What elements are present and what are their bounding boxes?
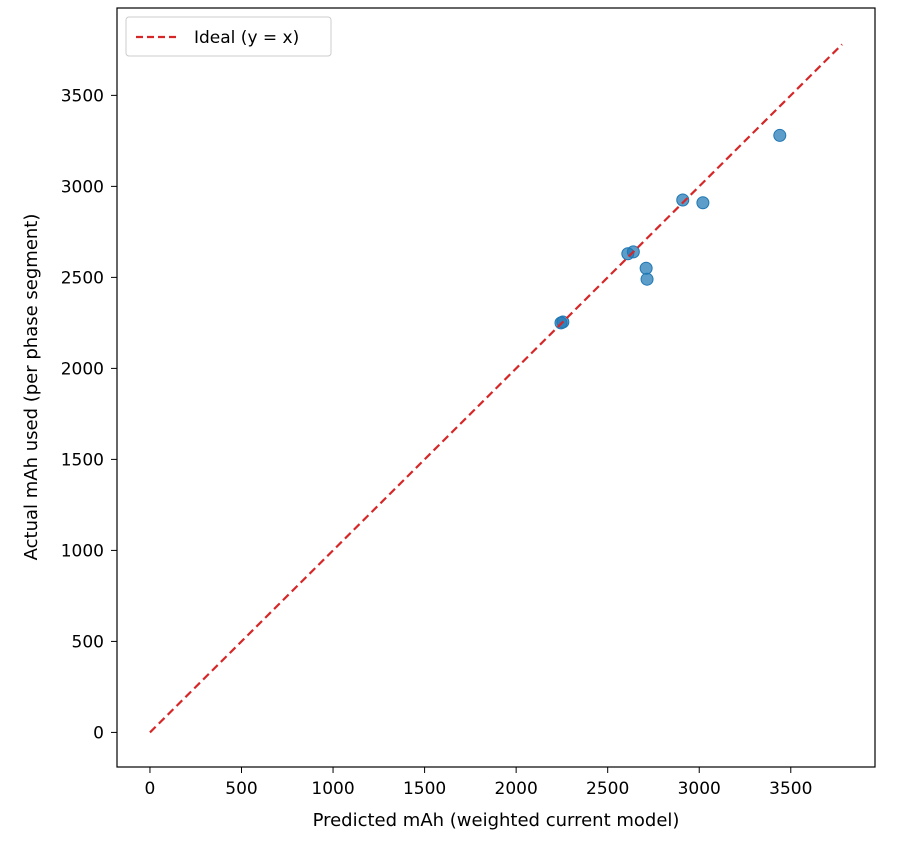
plot-content	[149, 43, 843, 734]
y-axis-label: Actual mAh used (per phase segment)	[21, 214, 42, 561]
scatter-point-6	[676, 193, 690, 207]
x-tick-label-3500: 3500	[769, 779, 812, 799]
legend-box	[125, 16, 332, 57]
x-axis-ticks: 0 500 1000 1500 2000 2500 3000 3500	[145, 767, 812, 799]
plot-frame	[116, 7, 876, 768]
x-axis-label: Predicted mAh (weighted current model)	[313, 810, 680, 831]
x-tick-label-1500: 1500	[403, 779, 446, 799]
scatter-point-4	[639, 261, 653, 275]
scatter-point-7	[696, 196, 710, 210]
y-tick-label-2000: 2000	[61, 359, 104, 379]
scatter-point-8	[773, 128, 787, 142]
legend: Ideal (y = x)	[125, 16, 332, 57]
y-tick-label-1000: 1000	[61, 541, 104, 561]
y-tick-label-2500: 2500	[61, 268, 104, 288]
y-tick-label-1500: 1500	[61, 450, 104, 470]
x-tick-label-3000: 3000	[678, 779, 721, 799]
y-tick-label-3000: 3000	[61, 177, 104, 197]
x-tick-label-500: 500	[225, 779, 257, 799]
x-tick-label-2500: 2500	[586, 779, 629, 799]
x-tick-label-0: 0	[145, 779, 156, 799]
y-axis-ticks: 0 500 1000 1500 2000 2500 3000 3500	[61, 86, 117, 743]
x-tick-label-2000: 2000	[495, 779, 538, 799]
scatter-point-5	[640, 272, 654, 286]
legend-ideal-label: Ideal (y = x)	[194, 28, 299, 48]
ideal-line	[149, 43, 843, 734]
x-tick-label-1000: 1000	[311, 779, 354, 799]
y-tick-label-0: 0	[93, 723, 104, 743]
y-tick-label-3500: 3500	[61, 86, 104, 106]
y-tick-label-500: 500	[72, 632, 104, 652]
